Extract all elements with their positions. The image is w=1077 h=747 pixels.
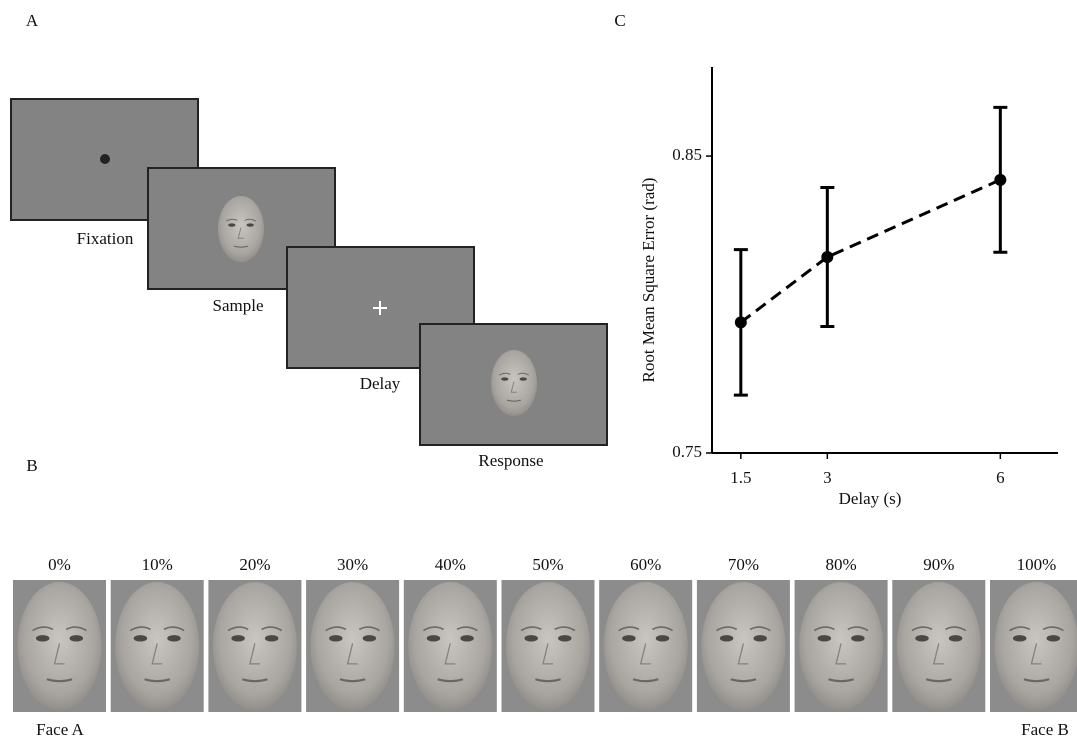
- screen-label: Fixation: [77, 229, 134, 248]
- morph-level: 70%: [728, 555, 759, 574]
- panel-a: Fixation Sample Delay Response: [11, 99, 607, 470]
- screen-label: Sample: [213, 296, 264, 315]
- panel-label: C: [614, 11, 625, 30]
- eye: [558, 635, 571, 641]
- eye: [949, 635, 962, 641]
- trend-line: [741, 180, 1001, 323]
- morph-level: 90%: [923, 555, 954, 574]
- face: [115, 582, 199, 710]
- eye: [656, 635, 669, 641]
- morph-level: 80%: [826, 555, 857, 574]
- screen-label: Response: [478, 451, 543, 470]
- morph-level: 60%: [630, 555, 661, 574]
- morph-level: 30%: [337, 555, 368, 574]
- eye: [720, 635, 733, 641]
- fixation-dot: [100, 154, 110, 164]
- face: [897, 582, 981, 710]
- face-a-label: Face A: [36, 720, 84, 739]
- panel-c: 0.75 0.85 1.5 3 6 Delay (s) Root Mean Square E…: [639, 67, 1058, 508]
- morph-level: 40%: [435, 555, 466, 574]
- x-tick-label: 6: [996, 468, 1005, 487]
- eye: [167, 635, 180, 641]
- eye: [228, 223, 235, 226]
- x-tick-label: 3: [823, 468, 832, 487]
- face: [18, 582, 102, 710]
- morph-level: 0%: [48, 555, 71, 574]
- face: [799, 582, 883, 710]
- eye: [427, 635, 440, 641]
- face: [408, 582, 492, 710]
- face: [311, 582, 395, 710]
- eye: [36, 635, 49, 641]
- data-point: [735, 316, 747, 328]
- y-axis-label: Root Mean Square Error (rad): [639, 178, 658, 383]
- eye: [501, 377, 508, 380]
- eye: [622, 635, 635, 641]
- eye: [70, 635, 83, 641]
- eye: [247, 223, 254, 226]
- eye: [1013, 635, 1026, 641]
- eye: [753, 635, 766, 641]
- morph-level: 100%: [1017, 555, 1057, 574]
- eye: [363, 635, 376, 641]
- morph-level: 20%: [239, 555, 270, 574]
- eye: [915, 635, 928, 641]
- y-tick-label: 0.85: [672, 145, 702, 164]
- eye: [524, 635, 537, 641]
- y-tick-label: 0.75: [672, 442, 702, 461]
- face: [506, 582, 590, 710]
- face: [218, 196, 264, 262]
- eye: [460, 635, 473, 641]
- data-point: [821, 251, 833, 263]
- morph-level: 10%: [142, 555, 173, 574]
- face: [491, 350, 537, 416]
- x-tick-label: 1.5: [730, 468, 751, 487]
- x-axis-label: Delay (s): [839, 489, 902, 508]
- face: [604, 582, 688, 710]
- screen-label: Delay: [360, 374, 401, 393]
- face: [995, 582, 1077, 710]
- eye: [231, 635, 244, 641]
- morph-level: 50%: [532, 555, 563, 574]
- face-b-label: Face B: [1021, 720, 1069, 739]
- face: [213, 582, 297, 710]
- eye: [265, 635, 278, 641]
- panel-b: 0% 10% 20% 30% 40% 50% 60% 70% 80% 90% 100% Face A F…: [13, 555, 1077, 739]
- eye: [134, 635, 147, 641]
- face: [701, 582, 785, 710]
- panel-label: A: [26, 11, 39, 30]
- eye: [329, 635, 342, 641]
- panel-label: B: [26, 456, 37, 475]
- eye: [851, 635, 864, 641]
- eye: [1047, 635, 1060, 641]
- eye: [818, 635, 831, 641]
- data-point: [994, 174, 1006, 186]
- eye: [520, 377, 527, 380]
